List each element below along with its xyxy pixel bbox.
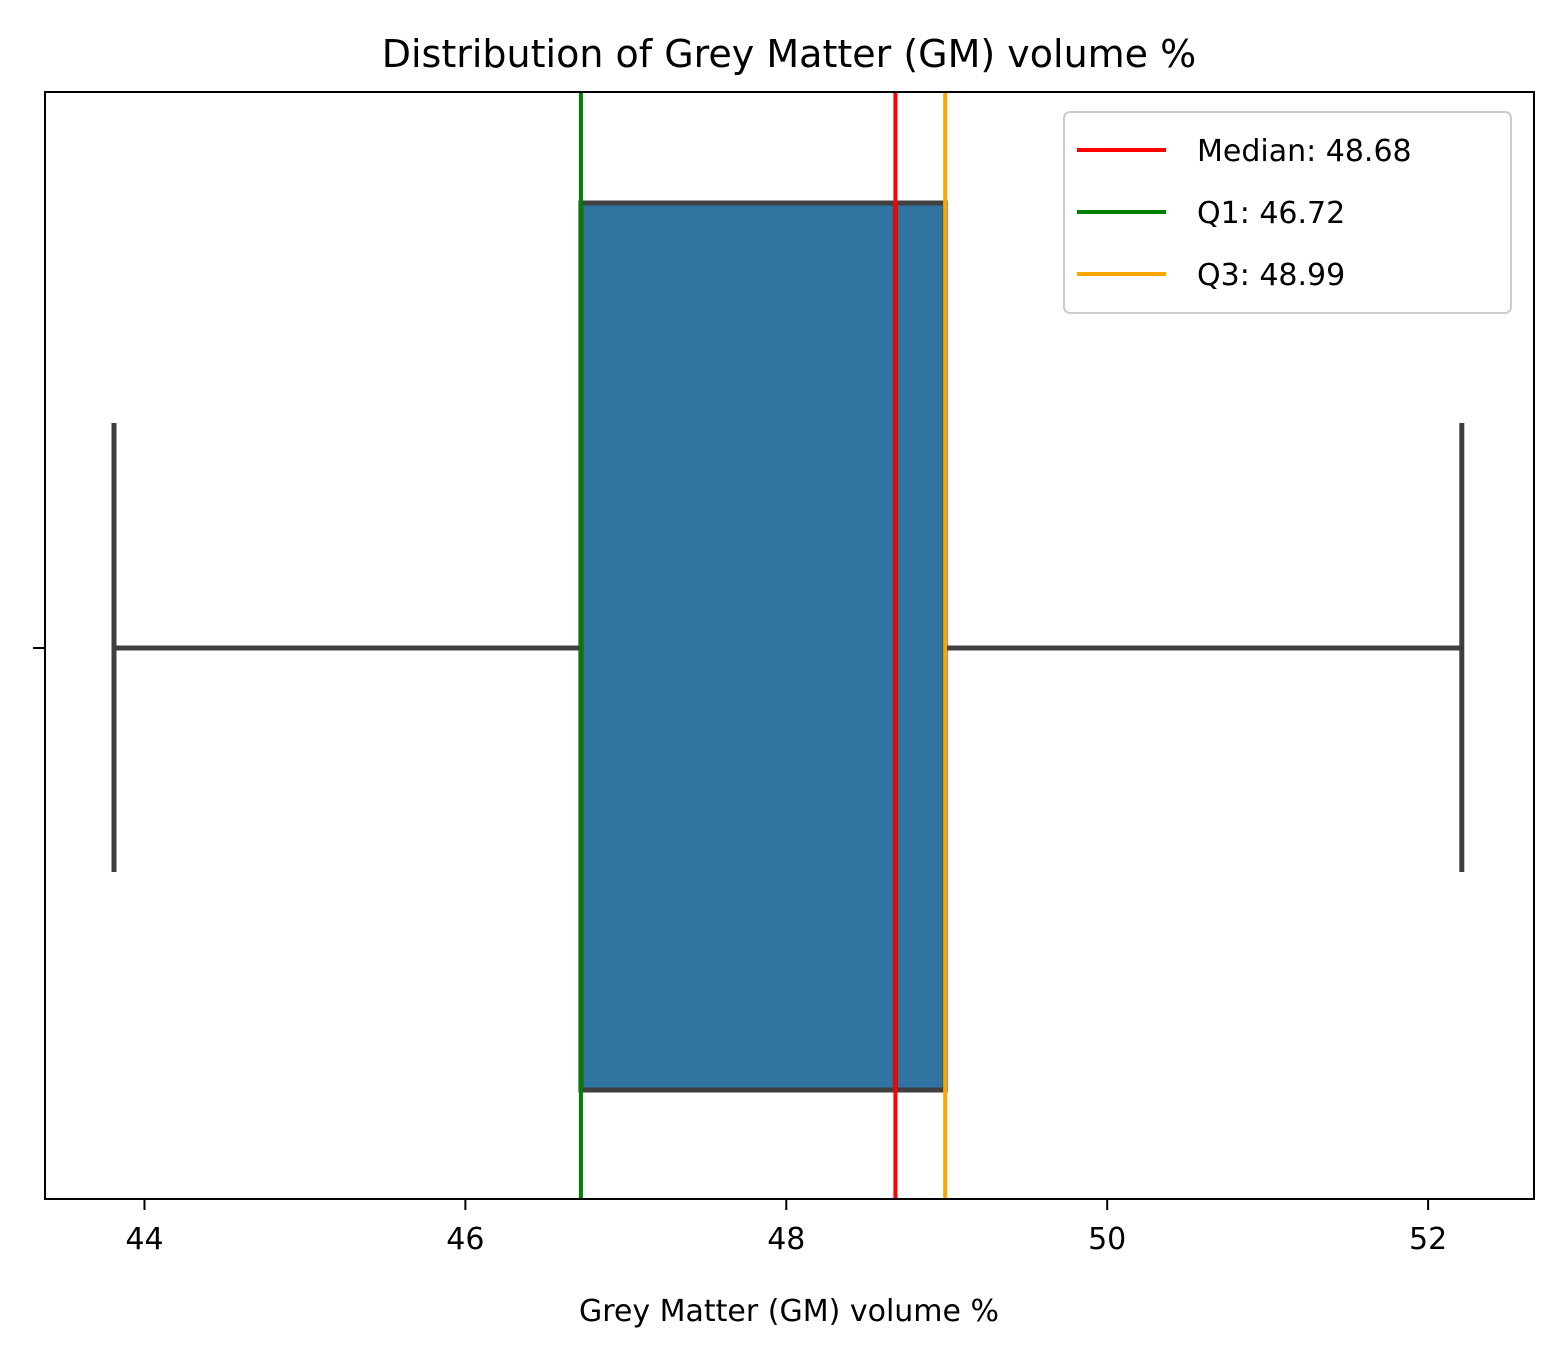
x-tick-label: 48 xyxy=(767,1222,805,1257)
chart-title: Distribution of Grey Matter (GM) volume … xyxy=(382,32,1197,76)
legend-box xyxy=(1063,111,1512,314)
x-tick-label: 44 xyxy=(125,1222,163,1257)
x-axis: 44 46 48 50 52 xyxy=(125,1199,1447,1257)
legend-label-2: Q3: 48.99 xyxy=(1197,258,1345,293)
plot-area xyxy=(111,92,1465,1199)
x-tick-label: 50 xyxy=(1088,1222,1126,1257)
legend-label-1: Q1: 46.72 xyxy=(1197,196,1345,231)
x-tick-label: 52 xyxy=(1409,1222,1447,1257)
iqr-box xyxy=(578,200,948,1093)
x-tick-label: 46 xyxy=(446,1222,484,1257)
legend-label-0: Median: 48.68 xyxy=(1197,134,1412,169)
axes-frame xyxy=(44,91,1535,1200)
x-axis-label: Grey Matter (GM) volume % xyxy=(579,1294,999,1329)
legend: Median: 48.68 Q1: 46.72 Q3: 48.99 xyxy=(1063,111,1512,314)
